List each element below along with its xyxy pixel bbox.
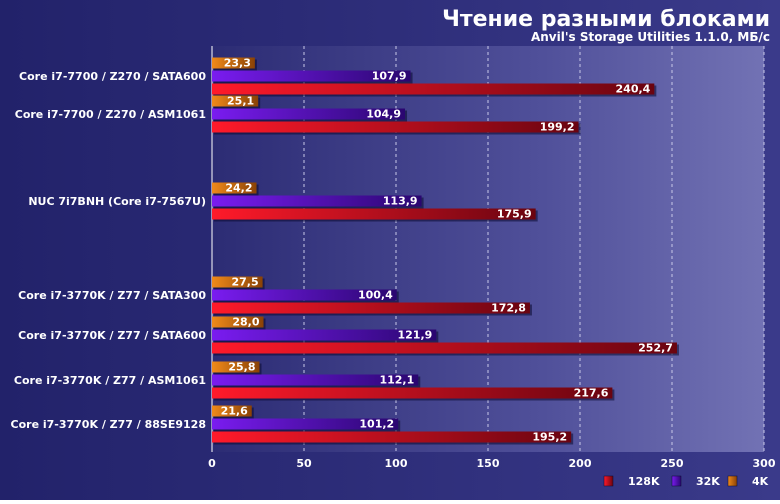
x-tick-label-100: 100 bbox=[385, 457, 408, 470]
category-label: Core i7-3770K / Z77 / 88SE9128 bbox=[11, 418, 206, 431]
bar-32K bbox=[212, 329, 437, 341]
bar-value-label: 100,4 bbox=[358, 289, 393, 302]
legend-label-32K: 32K bbox=[696, 475, 720, 488]
category-label: Core i7-3770K / Z77 / SATA300 bbox=[18, 289, 206, 302]
bar-128K bbox=[212, 342, 677, 354]
bar-value-label: 28,0 bbox=[232, 316, 259, 329]
bar-value-label: 172,8 bbox=[491, 302, 526, 315]
bar-value-label: 101,2 bbox=[359, 418, 394, 431]
bar-32K bbox=[212, 289, 397, 301]
bar-value-label: 217,6 bbox=[574, 387, 609, 400]
bar-128K bbox=[212, 431, 572, 443]
bar-4K bbox=[212, 276, 263, 288]
bar-value-label: 195,2 bbox=[532, 431, 567, 444]
bar-4K bbox=[212, 405, 252, 417]
bar-128K bbox=[212, 387, 613, 399]
bar-32K bbox=[212, 108, 406, 120]
bar-4K bbox=[212, 57, 255, 69]
bar-32K bbox=[212, 418, 399, 430]
bar-4K bbox=[212, 361, 260, 373]
legend: 128K 32K 4K bbox=[603, 475, 769, 488]
bar-value-label: 27,5 bbox=[231, 276, 258, 289]
bar-4K bbox=[212, 95, 259, 107]
bar-value-label: 121,9 bbox=[397, 329, 432, 342]
bar-128K bbox=[212, 83, 655, 95]
bar-32K bbox=[212, 374, 419, 386]
x-tick-label-150: 150 bbox=[477, 457, 500, 470]
bar-value-label: 24,2 bbox=[225, 182, 252, 195]
bar-value-label: 199,2 bbox=[540, 121, 575, 134]
bar-128K bbox=[212, 302, 530, 314]
bar-32K bbox=[212, 195, 422, 207]
legend-label-4K: 4K bbox=[752, 475, 769, 488]
chart-title: Чтение разными блоками bbox=[442, 7, 770, 32]
category-label: NUC 7i7BNH (Core i7-7567U) bbox=[28, 195, 206, 208]
bar-128K bbox=[212, 121, 579, 133]
tick-labels: 0 50 100 150 200 250 300 bbox=[208, 457, 776, 470]
bar-value-label: 107,9 bbox=[372, 70, 407, 83]
x-tick-label-300: 300 bbox=[753, 457, 776, 470]
category-label: Core i7-7700 / Z270 / ASM1061 bbox=[15, 108, 206, 121]
bar-value-label: 25,8 bbox=[228, 361, 255, 374]
bar-value-label: 240,4 bbox=[616, 83, 651, 96]
x-tick-label-50: 50 bbox=[296, 457, 312, 470]
category-labels: Core i7-7700 / Z270 / SATA600 Core i7-770… bbox=[11, 70, 207, 431]
category-label: Core i7-3770K / Z77 / SATA600 bbox=[18, 329, 206, 342]
bar-4K bbox=[212, 182, 257, 194]
bars: 23,3 107,9 240,4 25,1 104,9 199,2 24,2 113,9 175… bbox=[212, 57, 679, 445]
x-tick-label-200: 200 bbox=[569, 457, 592, 470]
bar-32K bbox=[212, 70, 411, 82]
legend-swatch-128K bbox=[603, 475, 614, 487]
legend-label-128K: 128K bbox=[628, 475, 660, 488]
bar-value-label: 104,9 bbox=[366, 108, 401, 121]
legend-swatch-32K bbox=[671, 475, 682, 487]
bar-value-label: 252,7 bbox=[638, 342, 673, 355]
chart-subtitle: Anvil's Storage Utilities 1.1.0, МБ/с bbox=[531, 30, 770, 44]
bar-value-label: 175,9 bbox=[497, 208, 532, 221]
bar-4K bbox=[212, 316, 264, 328]
bar-value-label: 21,6 bbox=[221, 405, 248, 418]
bar-value-label: 23,3 bbox=[224, 57, 251, 70]
x-tick-label-250: 250 bbox=[661, 457, 684, 470]
x-tick-label-0: 0 bbox=[208, 457, 216, 470]
bar-value-label: 25,1 bbox=[227, 95, 254, 108]
bar-value-label: 113,9 bbox=[383, 195, 418, 208]
bar-value-label: 112,1 bbox=[379, 374, 414, 387]
legend-swatch-4K bbox=[727, 475, 738, 487]
bar-128K bbox=[212, 208, 536, 220]
category-label: Core i7-3770K / Z77 / ASM1061 bbox=[14, 374, 206, 387]
category-label: Core i7-7700 / Z270 / SATA600 bbox=[19, 70, 206, 83]
